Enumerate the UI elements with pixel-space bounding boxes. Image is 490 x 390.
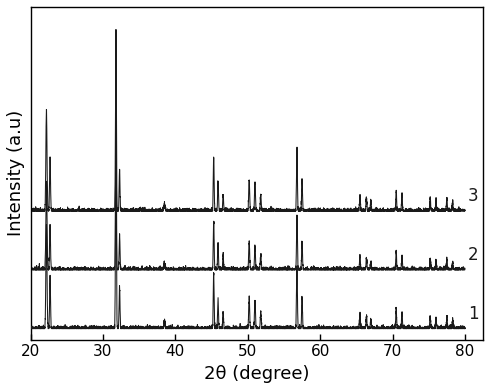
Text: 2: 2 [468,246,478,264]
X-axis label: 2θ (degree): 2θ (degree) [204,365,310,383]
Y-axis label: Intensity (a.u): Intensity (a.u) [7,110,25,236]
Text: 1: 1 [468,305,478,323]
Text: 3: 3 [468,188,478,206]
